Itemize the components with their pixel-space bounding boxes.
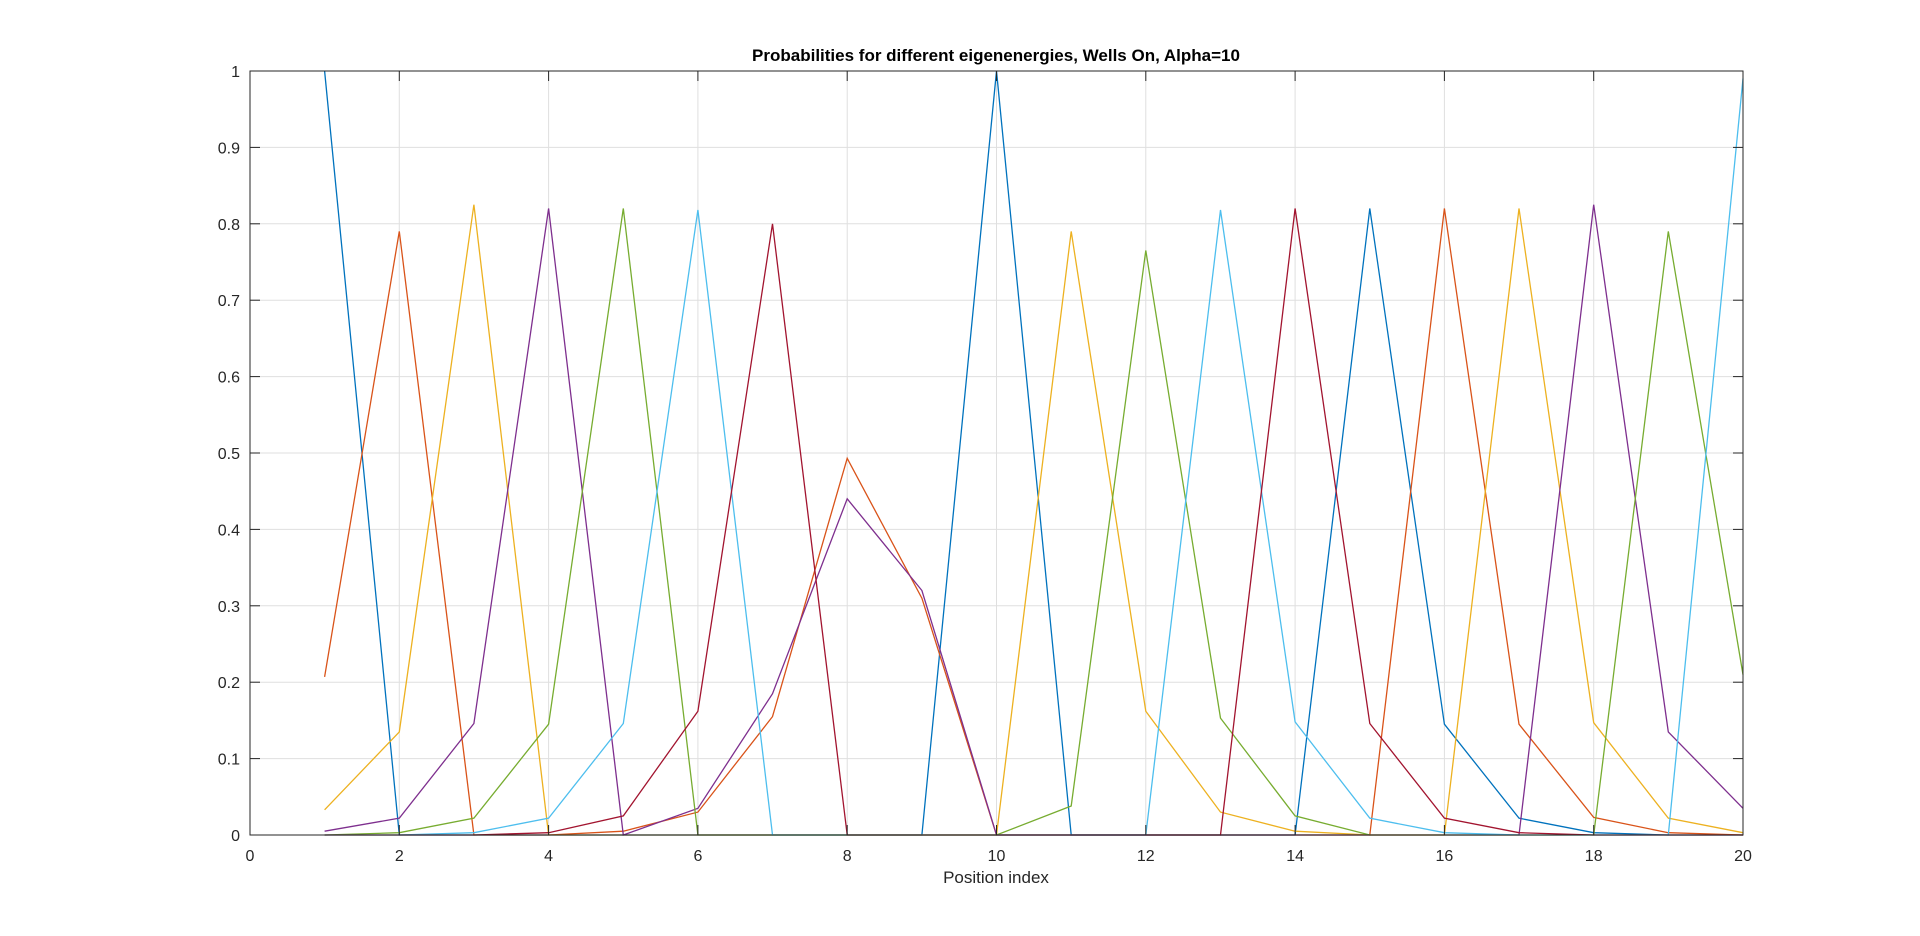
y-tick-label: 1 (231, 64, 240, 81)
x-tick-label: 12 (1137, 848, 1155, 865)
x-tick-labels: 0 2 4 6 8 10 12 14 16 18 20 (246, 848, 1752, 865)
y-tick-label: 0.6 (218, 370, 240, 387)
axis-ticks (249, 70, 1744, 836)
x-tick-label: 14 (1286, 848, 1304, 865)
y-tick-label: 0.4 (218, 522, 240, 539)
y-tick-labels: 0 0.1 0.2 0.3 0.4 0.5 0.6 0.7 0.8 0.9 1 (218, 64, 240, 845)
x-axis-label: Position index (943, 868, 1049, 887)
y-tick-label: 0.9 (218, 140, 240, 157)
x-tick-label: 6 (693, 848, 702, 865)
y-tick-label: 0 (231, 828, 240, 845)
x-tick-label: 8 (843, 848, 852, 865)
y-tick-label: 0.1 (218, 752, 240, 769)
x-tick-label: 2 (395, 848, 404, 865)
x-tick-label: 20 (1734, 848, 1752, 865)
x-tick-label: 0 (246, 848, 255, 865)
chart-title: Probabilities for different eigenenergie… (752, 46, 1240, 65)
x-tick-label: 16 (1436, 848, 1454, 865)
y-tick-label: 0.7 (218, 293, 240, 310)
x-tick-label: 4 (544, 848, 553, 865)
y-tick-label: 0.8 (218, 217, 240, 234)
x-tick-label: 18 (1585, 848, 1603, 865)
y-tick-label: 0.5 (218, 446, 240, 463)
y-tick-label: 0.2 (218, 675, 240, 692)
y-tick-label: 0.3 (218, 599, 240, 616)
x-tick-label: 10 (988, 848, 1006, 865)
